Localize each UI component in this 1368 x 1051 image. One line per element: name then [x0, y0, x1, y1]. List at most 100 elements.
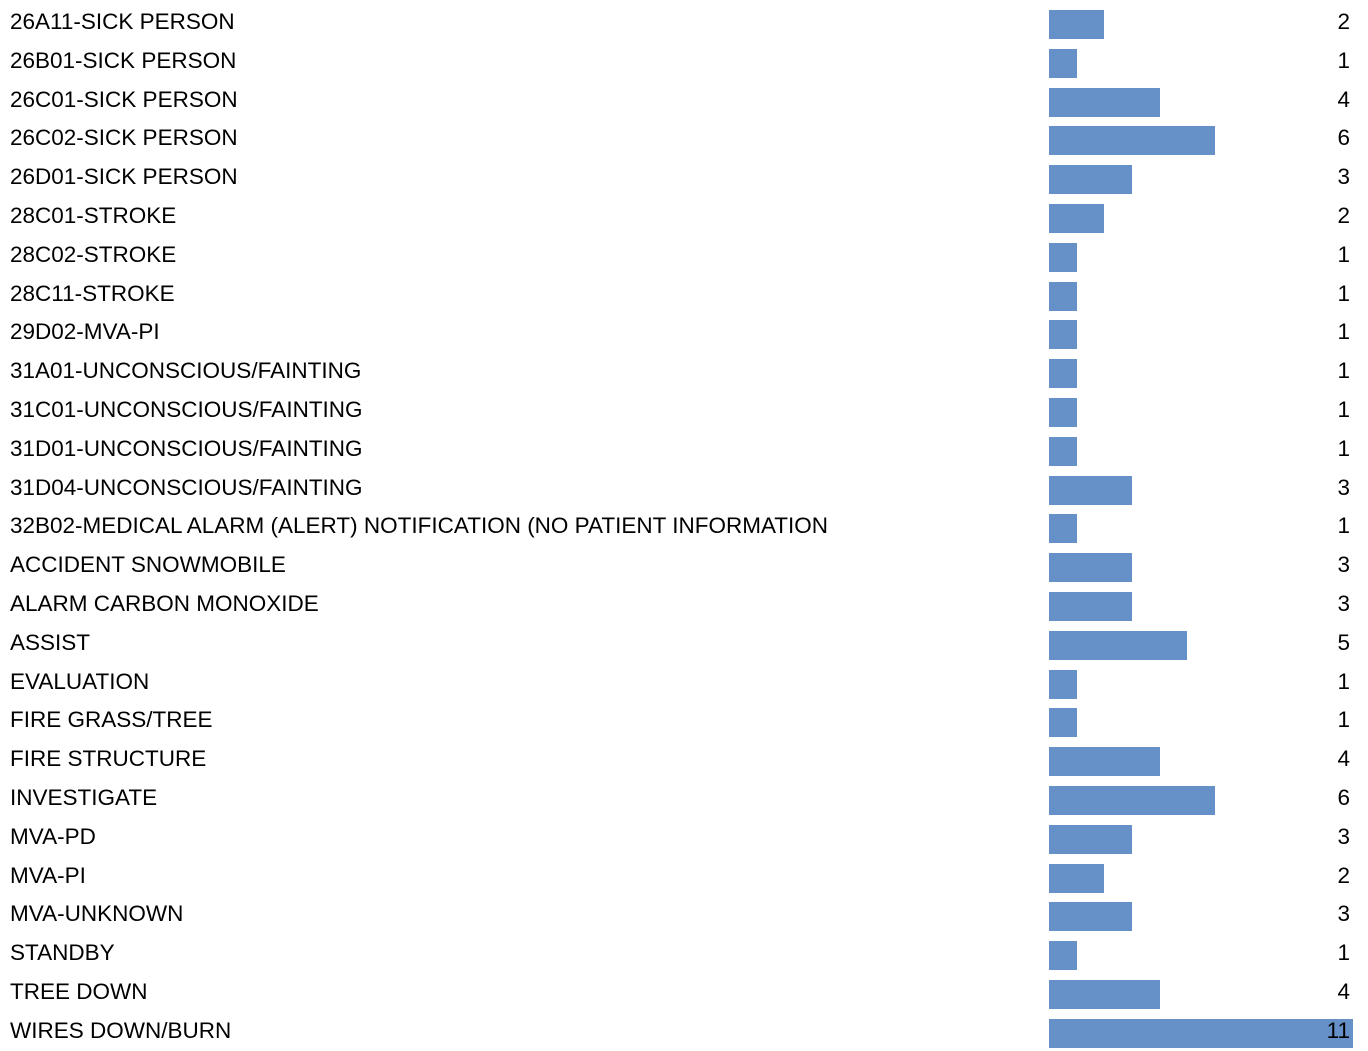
data-label: 3 [1337, 591, 1350, 616]
chart-row: 31D04-UNCONSCIOUS/FAINTING 3 [0, 469, 1368, 508]
category-label: 32B02-MEDICAL ALARM (ALERT) NOTIFICATION… [10, 513, 829, 539]
category-label: 26B01-SICK PERSON [10, 47, 237, 73]
category-label: 26C01-SICK PERSON [10, 86, 238, 112]
chart-row: 29D02-MVA-PI 1 [0, 313, 1368, 352]
category-label: 26D01-SICK PERSON [10, 164, 238, 190]
category-label: 28C01-STROKE [10, 203, 177, 228]
data-label: 1 [1337, 940, 1350, 966]
data-label: 1 [1337, 280, 1350, 306]
bar [1049, 475, 1132, 505]
category-label: 31D01-UNCONSCIOUS/FAINTING [10, 435, 363, 461]
data-label: 4 [1337, 86, 1350, 112]
chart-row: 31A01-UNCONSCIOUS/FAINTING 1 [0, 352, 1368, 391]
bar [1049, 398, 1077, 427]
bar [1049, 242, 1077, 272]
bar [1049, 436, 1077, 466]
category-label: MVA-PD [10, 823, 96, 849]
data-label: 1 [1337, 397, 1350, 422]
category-label: FIRE STRUCTURE [10, 746, 207, 772]
category-label: 31D04-UNCONSCIOUS/FAINTING [10, 474, 363, 500]
bar [1049, 359, 1077, 389]
category-label: 28C11-STROKE [10, 280, 175, 306]
data-label: 1 [1337, 435, 1350, 461]
bar [1049, 320, 1077, 350]
chart-row: 26A11-SICK PERSON 2 [0, 3, 1368, 42]
bar [1049, 165, 1132, 195]
chart-row: WIRES DOWN/BURN 11 [0, 1012, 1368, 1051]
bar [1049, 980, 1160, 1009]
category-label: STANDBY [10, 940, 115, 966]
bar [1049, 630, 1188, 660]
bar [1049, 10, 1105, 39]
category-label: TREE DOWN [10, 979, 148, 1004]
data-label: 3 [1337, 474, 1350, 500]
chart-row: 26D01-SICK PERSON 3 [0, 158, 1368, 197]
category-label: 26C02-SICK PERSON [10, 125, 238, 151]
bar [1049, 941, 1077, 971]
chart-row: MVA-PD 3 [0, 818, 1368, 857]
chart-row: ACCIDENT SNOWMOBILE 3 [0, 546, 1368, 585]
data-label: 1 [1337, 513, 1350, 539]
chart-row: 31D01-UNCONSCIOUS/FAINTING 1 [0, 430, 1368, 469]
chart-row: 26B01-SICK PERSON 1 [0, 42, 1368, 81]
bar [1049, 126, 1215, 156]
data-label: 1 [1337, 707, 1350, 733]
chart-row: STANDBY 1 [0, 934, 1368, 973]
chart-row: 28C01-STROKE 2 [0, 197, 1368, 236]
category-label: 31C01-UNCONSCIOUS/FAINTING [10, 397, 363, 422]
data-label: 3 [1337, 823, 1350, 849]
category-label: ASSIST [10, 629, 91, 655]
chart-row: 31C01-UNCONSCIOUS/FAINTING 1 [0, 391, 1368, 430]
bar [1049, 1018, 1353, 1048]
data-label: 1 [1337, 241, 1350, 267]
category-label: INVESTIGATE [10, 785, 158, 810]
bar [1049, 902, 1132, 932]
data-label: 4 [1337, 746, 1350, 772]
bar [1049, 824, 1132, 854]
data-label: 1 [1337, 358, 1350, 384]
data-label: 2 [1337, 203, 1350, 228]
category-label: MVA-UNKNOWN [10, 901, 184, 927]
chart-row: MVA-UNKNOWN 3 [0, 895, 1368, 934]
chart-row: FIRE STRUCTURE 4 [0, 740, 1368, 779]
data-label: 6 [1337, 125, 1350, 151]
bar [1049, 553, 1132, 583]
category-label: WIRES DOWN/BURN [10, 1017, 232, 1043]
bar [1049, 514, 1077, 544]
bar [1049, 747, 1160, 777]
bar [1049, 863, 1105, 893]
category-label: ACCIDENT SNOWMOBILE [10, 552, 286, 578]
bar [1049, 281, 1077, 311]
data-label: 3 [1337, 164, 1350, 190]
chart-row: 28C02-STROKE 1 [0, 236, 1368, 275]
data-label: 3 [1337, 552, 1350, 578]
chart-row: MVA-PI 2 [0, 857, 1368, 896]
chart-row: ASSIST 5 [0, 624, 1368, 663]
data-label: 3 [1337, 901, 1350, 927]
category-label: ALARM CARBON MONOXIDE [10, 591, 319, 616]
data-label: 1 [1337, 319, 1350, 345]
chart-row: 28C11-STROKE 1 [0, 275, 1368, 314]
chart-row: EVALUATION 1 [0, 663, 1368, 702]
data-label: 1 [1337, 47, 1350, 73]
category-label: 31A01-UNCONSCIOUS/FAINTING [10, 358, 362, 384]
category-label: 29D02-MVA-PI [10, 319, 160, 345]
bar [1049, 708, 1077, 738]
bar [1049, 48, 1077, 78]
data-label: 1 [1337, 668, 1350, 694]
chart-row: 32B02-MEDICAL ALARM (ALERT) NOTIFICATION… [0, 507, 1368, 546]
chart-row: 26C01-SICK PERSON 4 [0, 81, 1368, 120]
bar [1049, 592, 1132, 621]
data-label: 2 [1337, 9, 1350, 34]
chart-row: FIRE GRASS/TREE 1 [0, 701, 1368, 740]
chart-row: TREE DOWN 4 [0, 973, 1368, 1012]
chart-row: ALARM CARBON MONOXIDE 3 [0, 585, 1368, 624]
bar [1049, 204, 1105, 233]
data-label: 4 [1337, 979, 1350, 1004]
bar [1049, 786, 1215, 815]
data-label: 5 [1337, 629, 1350, 655]
bar [1049, 669, 1077, 699]
chart-row: INVESTIGATE 6 [0, 779, 1368, 818]
category-label: 28C02-STROKE [10, 241, 177, 267]
